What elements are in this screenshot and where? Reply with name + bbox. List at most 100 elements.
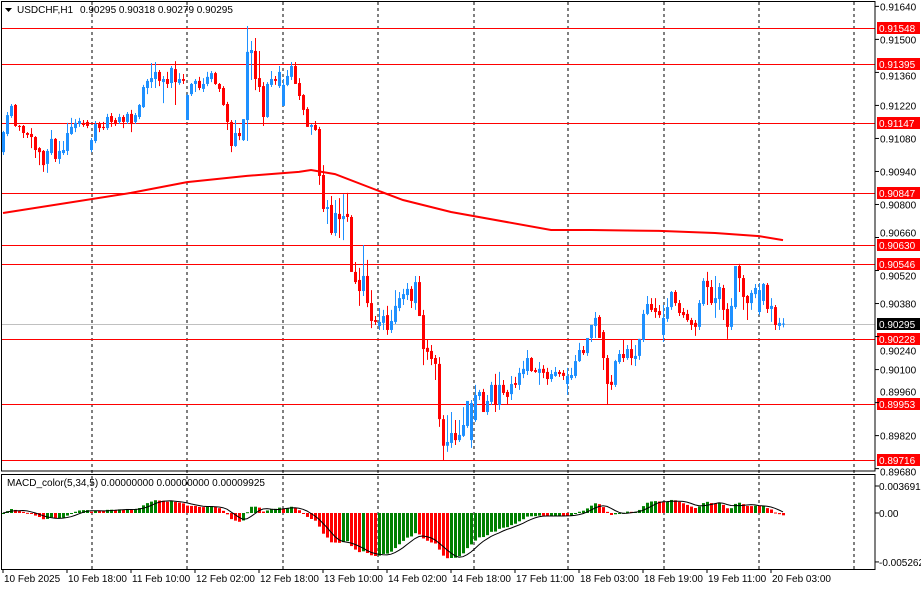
macd-bar bbox=[706, 501, 709, 513]
candle-bear bbox=[694, 322, 697, 327]
macd-bar bbox=[194, 505, 197, 513]
candle-bear bbox=[598, 316, 601, 338]
candle-bull bbox=[266, 83, 269, 117]
candle-bull bbox=[250, 50, 253, 54]
level-label-box bbox=[877, 117, 920, 129]
candle-bull bbox=[246, 51, 249, 121]
macd-bar bbox=[90, 511, 93, 513]
macd-bar bbox=[478, 513, 481, 538]
candle-bear bbox=[602, 332, 605, 359]
level-label-box bbox=[877, 239, 920, 251]
macd-bar bbox=[302, 513, 305, 514]
price-tick-label: 0.90380 bbox=[880, 300, 917, 311]
candle-bull bbox=[46, 150, 49, 164]
candle-bull bbox=[538, 368, 541, 373]
level-label: 0.90630 bbox=[879, 241, 916, 252]
time-tick-label: 12 Feb 02:00 bbox=[196, 574, 255, 585]
candle-bull bbox=[326, 207, 329, 209]
candle-bear bbox=[622, 354, 625, 359]
current-price-label: 0.90295 bbox=[879, 320, 916, 331]
candle-bull bbox=[194, 80, 197, 84]
candle-bear bbox=[454, 433, 457, 441]
candle-bear bbox=[690, 320, 693, 325]
macd-bar bbox=[186, 505, 189, 513]
candle-bear bbox=[410, 288, 413, 301]
candle-bull bbox=[446, 441, 449, 446]
candle-bear bbox=[338, 213, 341, 220]
candle-bull bbox=[382, 316, 385, 323]
candle-bear bbox=[82, 122, 85, 125]
macd-bar bbox=[450, 513, 453, 558]
candle-bear bbox=[674, 291, 677, 304]
candle-bear bbox=[166, 79, 169, 84]
candle-bull bbox=[526, 358, 529, 371]
macd-bar bbox=[286, 507, 289, 513]
macd-bar bbox=[158, 500, 161, 513]
macd-bar bbox=[578, 511, 581, 513]
candle-bear bbox=[182, 79, 185, 81]
candle-bear bbox=[558, 371, 561, 375]
candle-bull bbox=[134, 115, 137, 122]
candle-bear bbox=[38, 148, 41, 153]
candle-bull bbox=[6, 115, 9, 134]
candle-bear bbox=[86, 121, 89, 126]
candle-bear bbox=[98, 124, 101, 129]
macd-bar bbox=[98, 510, 101, 513]
candle-bear bbox=[422, 315, 425, 350]
candle-bear bbox=[630, 349, 633, 359]
macd-bar bbox=[106, 509, 109, 513]
macd-bar bbox=[298, 510, 301, 513]
macd-bar bbox=[46, 513, 49, 519]
macd-bar bbox=[486, 513, 489, 536]
macd-bar bbox=[446, 513, 449, 559]
macd-bar bbox=[214, 506, 217, 513]
candle-bear bbox=[254, 50, 257, 80]
candle-bear bbox=[562, 372, 565, 376]
price-tick-label: 0.90100 bbox=[880, 366, 917, 377]
macd-bar bbox=[102, 510, 105, 513]
macd-bar bbox=[410, 513, 413, 537]
macd-bar bbox=[442, 513, 445, 556]
candle-bull bbox=[458, 434, 461, 441]
macd-bar bbox=[666, 501, 669, 513]
candle-bull bbox=[290, 66, 293, 77]
macd-bar bbox=[778, 513, 781, 515]
candle-bear bbox=[494, 384, 497, 405]
level-label-box bbox=[877, 333, 920, 345]
macd-bar bbox=[226, 513, 229, 515]
candle-bull bbox=[142, 87, 145, 108]
candle-bull bbox=[770, 305, 773, 309]
candle-bull bbox=[566, 375, 569, 384]
candle-bull bbox=[618, 354, 621, 363]
macd-bar bbox=[266, 510, 269, 513]
candle-bull bbox=[758, 290, 761, 313]
macd-bar bbox=[166, 501, 169, 513]
price-tick-label: 0.91360 bbox=[880, 71, 917, 82]
macd-bar bbox=[538, 513, 541, 516]
macd-bar bbox=[354, 513, 357, 550]
candle-bear bbox=[370, 303, 373, 321]
macd-bar bbox=[558, 513, 561, 516]
triangle-down-icon[interactable] bbox=[5, 8, 12, 12]
macd-bar bbox=[278, 507, 281, 513]
time-tick-label: 10 Feb 2025 bbox=[4, 574, 61, 585]
candle-bear bbox=[174, 69, 177, 83]
candle-bull bbox=[282, 84, 285, 106]
macd-bar bbox=[694, 507, 697, 513]
price-tick-label: 0.90660 bbox=[880, 229, 917, 240]
macd-bar bbox=[290, 506, 293, 513]
candle-bull bbox=[74, 122, 77, 129]
macd-bar bbox=[326, 513, 329, 538]
macd-bar bbox=[438, 513, 441, 550]
price-tick-label: 0.90940 bbox=[880, 167, 917, 178]
candle-bull bbox=[554, 371, 557, 376]
macd-bar bbox=[202, 507, 205, 513]
macd-bar bbox=[398, 513, 401, 545]
macd-bar bbox=[234, 513, 237, 521]
macd-bar bbox=[406, 513, 409, 538]
macd-bar bbox=[466, 513, 469, 549]
candle-bull bbox=[58, 150, 61, 159]
candle-bear bbox=[746, 295, 749, 304]
macd-bar bbox=[774, 512, 777, 514]
